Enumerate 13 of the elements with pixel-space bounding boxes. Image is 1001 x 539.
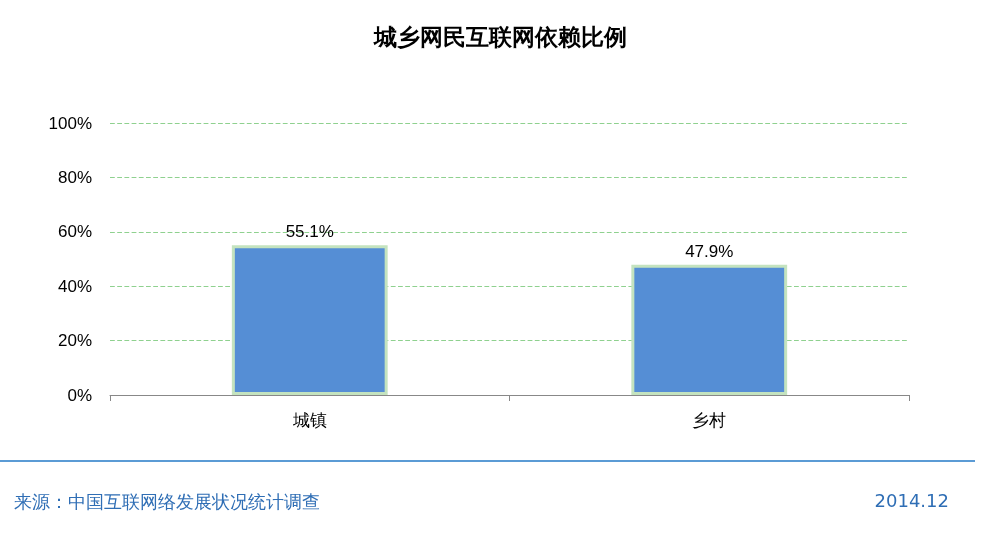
y-tick-label: 40% [57, 276, 92, 296]
y-tick-label: 80% [57, 167, 92, 187]
y-tick-label: 0% [67, 385, 92, 405]
x-tick-label: 城镇 [291, 409, 327, 430]
chart-title: 城乡网民互联网依赖比例 [373, 23, 627, 50]
data-label: 55.1% [285, 222, 334, 242]
y-tick-label: 100% [48, 113, 92, 133]
x-tick-label: 乡村 [692, 409, 727, 430]
data-label: 47.9% [685, 241, 734, 261]
source-note: 来源：中国互联网络发展状况统计调查 [14, 490, 320, 514]
y-tick-label: 20% [57, 331, 92, 351]
y-tick-label: 60% [57, 222, 92, 242]
text: 2014.12 [874, 490, 949, 511]
